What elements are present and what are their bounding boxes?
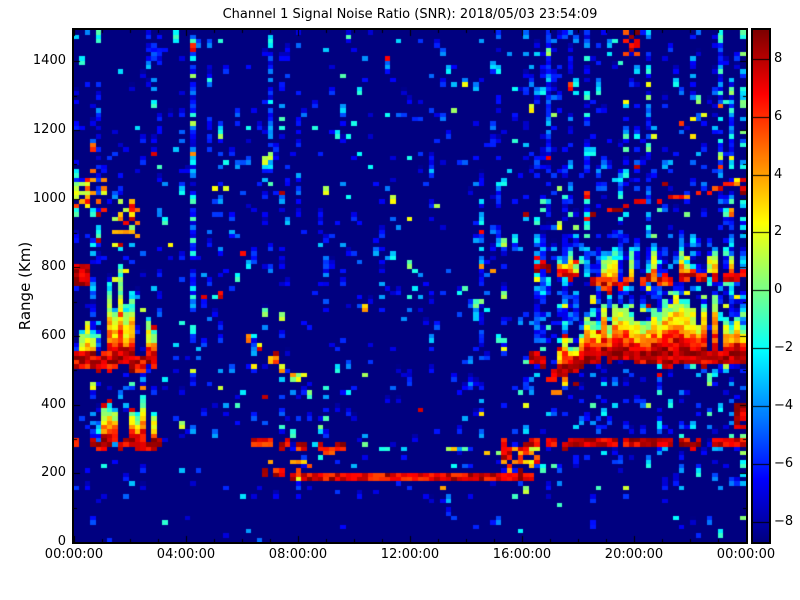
- colorbar-tick-label: −4: [774, 398, 794, 414]
- colorbar-tick-label: 6: [774, 108, 783, 124]
- x-tick-label: 20:00:00: [604, 547, 664, 562]
- y-tick-label: 200: [41, 465, 66, 481]
- x-tick-label: 08:00:00: [268, 547, 328, 562]
- colorbar-tick-label: 4: [774, 166, 783, 182]
- colorbar-frame: [751, 28, 771, 544]
- colorbar-tick-label: 0: [774, 282, 783, 298]
- x-tick-label: 00:00:00: [716, 547, 776, 562]
- x-tick-label: 00:00:00: [44, 547, 104, 562]
- plot-area: [72, 28, 748, 544]
- colorbar-tick-label: −2: [774, 340, 794, 356]
- y-tick-label: 400: [41, 396, 66, 412]
- colorbar-tick-label: 2: [774, 224, 783, 240]
- colorbar-tick-label: −6: [774, 455, 794, 471]
- y-tick-label: 800: [41, 259, 66, 275]
- y-tick-label: 1000: [32, 190, 66, 206]
- y-tick-label: 600: [41, 327, 66, 343]
- colorbar-canvas: [753, 30, 769, 542]
- x-tick-label: 16:00:00: [492, 547, 552, 562]
- x-tick-label: 12:00:00: [380, 547, 440, 562]
- y-tick-label: 1200: [32, 121, 66, 137]
- snr-heatmap-canvas: [74, 30, 746, 542]
- chart-title: Channel 1 Signal Noise Ratio (SNR): 2018…: [222, 7, 598, 22]
- y-tick-label: 0: [57, 534, 66, 549]
- x-tick-label: 04:00:00: [156, 547, 216, 562]
- y-tick-label: 1400: [32, 53, 66, 69]
- y-axis-label: Range (Km): [16, 241, 34, 331]
- colorbar-tick-label: −8: [774, 513, 794, 529]
- colorbar-tick-label: 8: [774, 50, 783, 66]
